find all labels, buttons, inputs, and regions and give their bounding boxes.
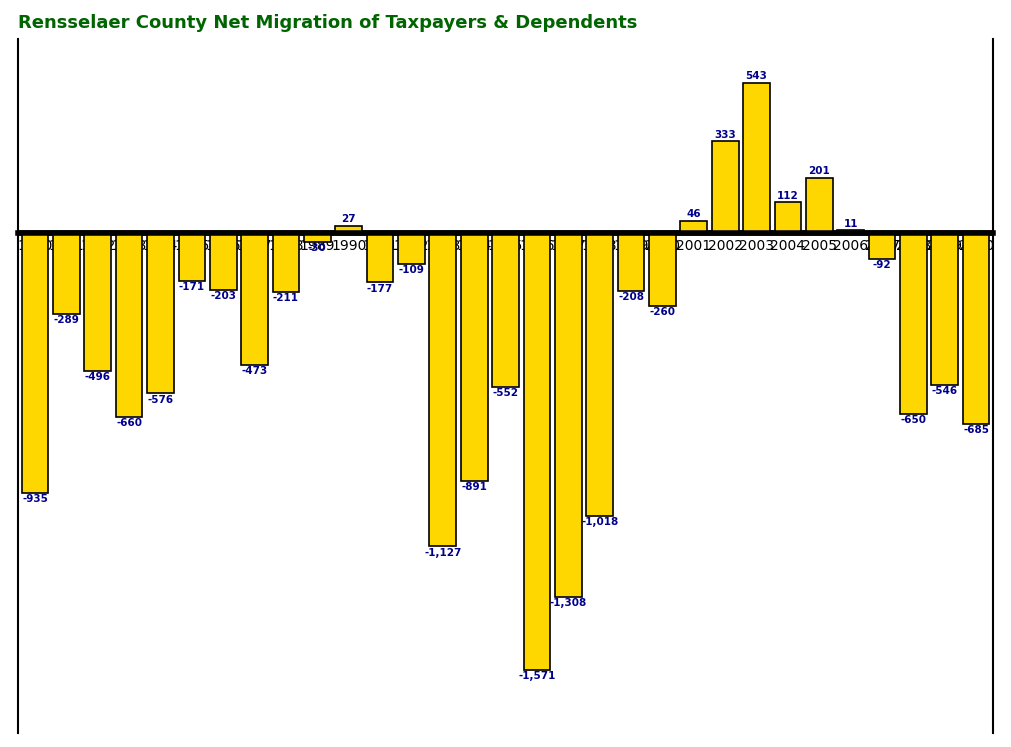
Text: 201: 201 <box>809 166 830 176</box>
Bar <box>367 233 393 282</box>
Text: -935: -935 <box>22 495 48 504</box>
Bar <box>115 233 143 417</box>
Bar <box>931 233 958 385</box>
Bar <box>461 233 487 481</box>
Text: -891: -891 <box>461 482 487 492</box>
Bar <box>179 233 205 281</box>
Text: -208: -208 <box>618 293 644 303</box>
Bar <box>868 233 896 259</box>
Bar <box>743 83 769 233</box>
Bar <box>962 233 990 424</box>
Bar <box>84 233 111 371</box>
Text: 27: 27 <box>342 214 356 224</box>
Bar <box>712 141 738 233</box>
Text: 11: 11 <box>843 219 858 229</box>
Bar <box>680 220 707 233</box>
Bar <box>430 233 456 546</box>
Text: -660: -660 <box>116 418 143 428</box>
Text: -685: -685 <box>963 425 989 435</box>
Text: -177: -177 <box>367 284 393 294</box>
Text: -576: -576 <box>148 394 174 405</box>
Text: 112: 112 <box>777 191 799 201</box>
Bar <box>336 226 362 233</box>
Bar <box>148 233 174 393</box>
Bar <box>618 233 644 291</box>
Bar <box>555 233 581 597</box>
Text: 46: 46 <box>686 209 701 219</box>
Bar <box>242 233 268 365</box>
Text: 543: 543 <box>745 71 767 81</box>
Bar <box>524 233 550 669</box>
Bar <box>398 233 425 264</box>
Text: -1,127: -1,127 <box>425 548 461 558</box>
Text: -260: -260 <box>649 307 675 317</box>
Bar <box>774 202 802 233</box>
Bar <box>900 233 927 414</box>
Text: -546: -546 <box>932 386 957 397</box>
Text: -109: -109 <box>398 265 425 275</box>
Bar <box>837 230 864 233</box>
Bar <box>492 233 519 387</box>
Text: Rensselaer County Net Migration of Taxpayers & Dependents: Rensselaer County Net Migration of Taxpa… <box>18 14 637 32</box>
Text: -473: -473 <box>242 366 268 376</box>
Text: -203: -203 <box>210 291 237 301</box>
Text: -171: -171 <box>179 282 205 292</box>
Text: -30: -30 <box>308 243 327 253</box>
Bar <box>649 233 675 306</box>
Text: -1,571: -1,571 <box>519 671 556 681</box>
Text: -1,018: -1,018 <box>581 518 619 527</box>
Text: -496: -496 <box>85 373 111 382</box>
Bar <box>273 233 299 292</box>
Text: -211: -211 <box>273 294 299 303</box>
Bar <box>806 178 833 233</box>
Text: -92: -92 <box>872 260 892 270</box>
Bar <box>304 233 331 242</box>
Text: -650: -650 <box>901 415 926 425</box>
Text: 333: 333 <box>715 129 736 140</box>
Text: -552: -552 <box>492 388 519 398</box>
Bar <box>586 233 613 516</box>
Bar <box>21 233 49 493</box>
Bar <box>53 233 80 314</box>
Text: -289: -289 <box>54 315 79 325</box>
Text: -1,308: -1,308 <box>550 598 587 608</box>
Bar <box>210 233 237 290</box>
